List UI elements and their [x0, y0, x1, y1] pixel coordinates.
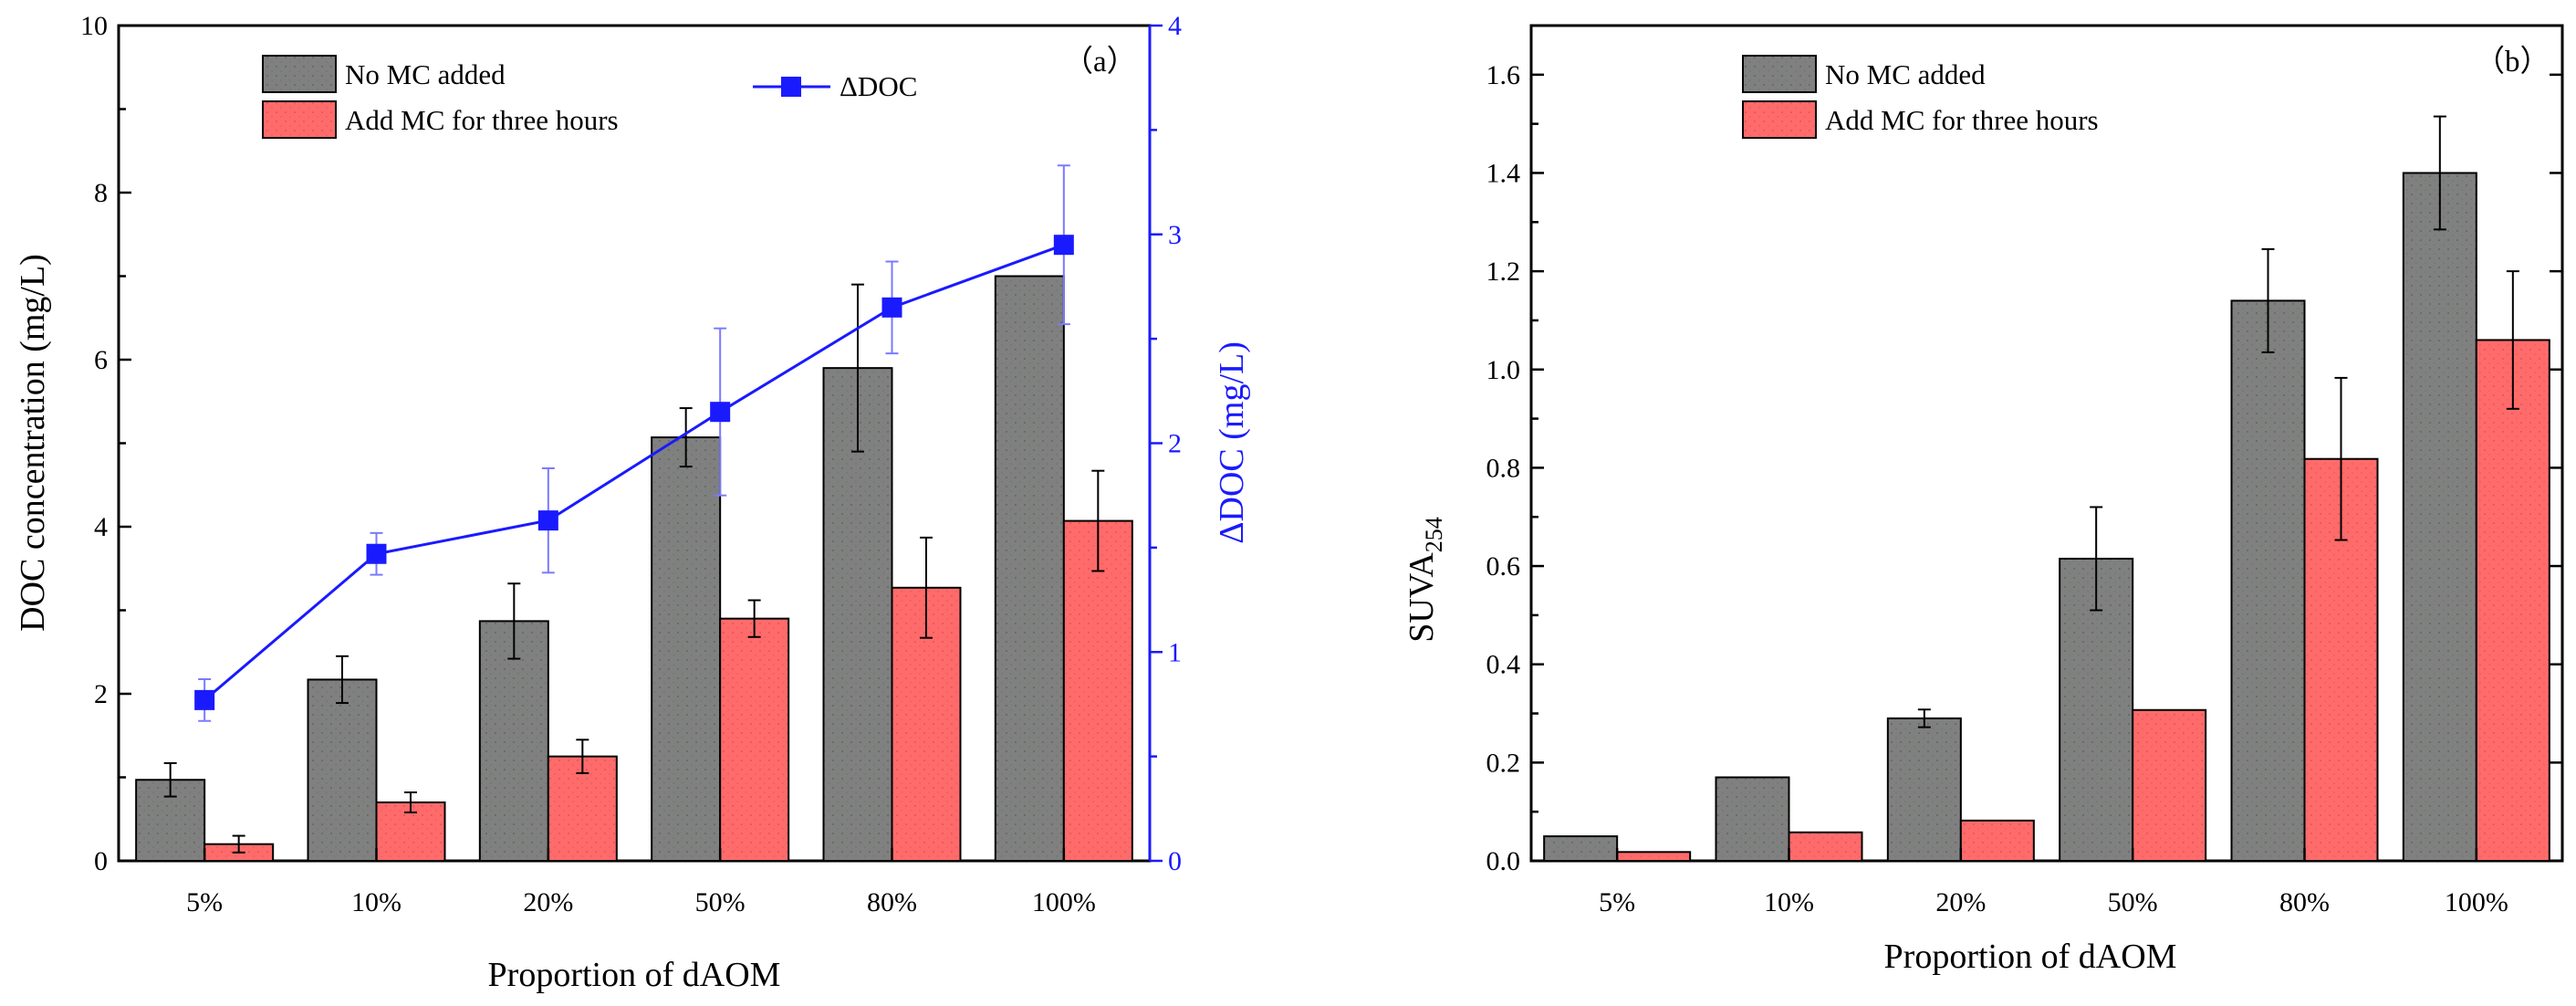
a-y2tick-label: 2: [1168, 429, 1182, 459]
b-xtick-label: 80%: [2279, 887, 2330, 917]
chart-a-xlabel: Proportion of dAOM: [488, 956, 781, 994]
a-ytick-label: 8: [94, 178, 108, 208]
a-y2tick-label: 0: [1168, 846, 1182, 876]
chart-a-legend-marker: [781, 77, 801, 97]
chart-b-panel-label: （b）: [2475, 46, 2550, 79]
a-y2tick-label: 1: [1168, 637, 1182, 667]
b-bar-no-mc: [1886, 717, 1962, 862]
chart-b-ylabel-sub: 254: [1421, 517, 1447, 552]
a-bar-no-mc: [651, 436, 722, 862]
chart-a-ylabel: DOC concentration (mg/L): [14, 254, 52, 632]
b-ytick-label: 0.8: [1486, 453, 1521, 483]
a-bar-no-mc: [994, 275, 1065, 862]
chart-b-frame: [1529, 24, 2564, 863]
b-bar-no-mc: [2230, 299, 2306, 863]
chart-b-legend-label-add-mc: Add MC for three hours: [1825, 104, 2099, 136]
chart-a-legend-label-no-mc: No MC added: [345, 58, 506, 90]
a-y2tick-label: 4: [1168, 11, 1182, 41]
chart-b-ylabel: SUVA254: [1403, 517, 1447, 643]
chart-a: 0 2 4 6 8 10 0 1 2 3 4 5% 10% 20% 50% 80% 100% Proport…: [14, 11, 1251, 994]
a-delta-point: [366, 543, 387, 564]
chart-a-bars: [135, 275, 1133, 863]
a-xtick-label: 50%: [695, 887, 746, 917]
chart-a-legend-label-delta: ΔDOC: [840, 70, 917, 102]
a-ytick-label: 2: [94, 679, 108, 709]
b-bar-add-mc: [2475, 339, 2550, 862]
b-ytick-label: 0.0: [1486, 846, 1521, 876]
a-ytick-label: 0: [94, 846, 108, 876]
chart-b-ylabel-main: SUVA: [1403, 552, 1441, 643]
chart-a-y2label: ΔDOC (mg/L): [1213, 341, 1251, 544]
b-xtick-label: 10%: [1764, 887, 1814, 917]
chart-b-x-axis: 5% 10% 20% 50% 80% 100%: [1599, 848, 2508, 917]
a-xtick-label: 20%: [523, 887, 573, 917]
a-delta-point: [881, 297, 902, 318]
a-delta-point: [710, 402, 731, 423]
b-bar-add-mc: [1959, 819, 2035, 862]
chart-a-y2-axis: 0 1 2 3 4: [1148, 11, 1182, 876]
a-ytick-label: 4: [94, 512, 108, 542]
b-ytick-label: 0.4: [1486, 650, 1521, 680]
a-bar-add-mc: [719, 617, 790, 863]
a-y2tick-label: 3: [1168, 220, 1182, 250]
a-xtick-label: 80%: [867, 887, 917, 917]
a-ytick-label: 6: [94, 345, 108, 375]
b-xtick-label: 5%: [1599, 887, 1635, 917]
chart-a-line: [194, 164, 1074, 722]
a-delta-line: [203, 243, 1065, 702]
chart-b: 0.0 0.2 0.4 0.6 0.8 1.0 1.2 1.4 1.6 5% 10% 20% 50% 8…: [1403, 24, 2564, 976]
b-bar-add-mc: [1788, 831, 1863, 862]
chart-b-bars: [1543, 115, 2550, 863]
chart-b-xlabel: Proportion of dAOM: [1884, 938, 2177, 976]
a-xtick-label: 10%: [351, 887, 402, 917]
a-ytick-label: 10: [80, 11, 108, 41]
b-xtick-label: 20%: [1935, 887, 1986, 917]
b-bar-no-mc: [1543, 835, 1619, 863]
chart-a-panel-label: （a）: [1063, 46, 1137, 79]
b-ytick-label: 1.0: [1486, 355, 1521, 385]
a-delta-point: [194, 689, 215, 710]
a-xtick-label: 100%: [1032, 887, 1096, 917]
b-xtick-label: 100%: [2445, 887, 2508, 917]
b-ytick-label: 1.4: [1486, 158, 1521, 188]
b-bar-add-mc: [2132, 708, 2207, 863]
b-bar-add-mc: [1616, 851, 1692, 863]
b-bar-no-mc: [1715, 776, 1790, 862]
a-xtick-label: 5%: [186, 887, 223, 917]
a-delta-point: [537, 510, 558, 531]
chart-b-legend-label-no-mc: No MC added: [1825, 58, 1986, 90]
chart-a-legend-swatch-add-mc: [262, 100, 337, 139]
b-xtick-label: 50%: [2108, 887, 2158, 917]
chart-a-legend-swatch-no-mc: [262, 55, 337, 93]
chart-b-legend-swatch-add-mc: [1742, 100, 1817, 139]
a-bar-add-mc: [1062, 519, 1133, 862]
b-ytick-label: 0.2: [1486, 748, 1521, 778]
b-ytick-label: 1.2: [1486, 257, 1521, 287]
chart-b-y-axis: 0.0 0.2 0.4 0.6 0.8 1.0 1.2 1.4 1.6: [1486, 60, 2562, 876]
b-ytick-label: 1.6: [1486, 60, 1521, 90]
chart-a-legend-label-add-mc: Add MC for three hours: [345, 104, 619, 136]
a-bar-no-mc: [307, 678, 378, 862]
b-ytick-label: 0.6: [1486, 551, 1521, 582]
chart-b-legend-swatch-no-mc: [1742, 55, 1817, 93]
chart-a-x-axis: 5% 10% 20% 50% 80% 100%: [186, 848, 1096, 917]
chart-a-legend: No MC added Add MC for three hours ΔDOC: [262, 55, 917, 139]
b-bar-no-mc: [2402, 172, 2477, 862]
a-delta-point: [1053, 235, 1074, 256]
chart-a-y-axis: 0 2 4 6 8 10: [80, 11, 131, 876]
chart-b-legend: No MC added Add MC for three hours: [1742, 55, 2099, 139]
